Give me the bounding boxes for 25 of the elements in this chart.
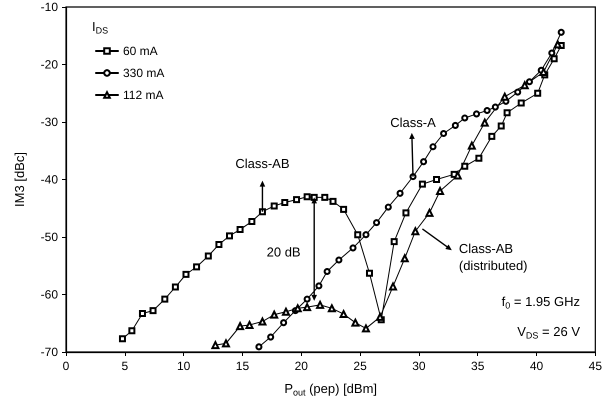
y-tick-label: -40 [40, 172, 58, 186]
y-tick-label: -10 [40, 0, 58, 14]
y-tick-label: -60 [40, 288, 58, 302]
annotation: Class-A [390, 115, 436, 130]
x-tick-label: 15 [236, 359, 250, 373]
y-axis-title: IM3 [dBc] [12, 152, 27, 207]
x-tick-label: 10 [176, 359, 191, 373]
x-tick-label: 45 [588, 359, 602, 373]
y-tick-label: -50 [40, 230, 58, 244]
x-tick-label: 40 [530, 359, 544, 373]
y-tick-label: -30 [40, 115, 58, 129]
legend-label: 112 mA [123, 88, 164, 102]
x-tick-label: 0 [62, 359, 70, 373]
x-tick-label: 35 [471, 359, 485, 373]
annotation: Class-AB [235, 156, 290, 171]
x-tick-label: 25 [353, 359, 368, 373]
x-tick-label: 20 [294, 359, 308, 373]
x-tick-label: 5 [121, 359, 128, 373]
legend-label: 330 mA [123, 66, 164, 80]
x-tick-label: 30 [412, 359, 426, 373]
y-tick-label: -20 [40, 58, 58, 72]
annotation: Class-AB (distributed) [458, 241, 528, 274]
y-tick-label: -70 [40, 345, 58, 359]
annotation: 20 dB [266, 244, 301, 260]
legend-label: 60 mA [123, 44, 158, 58]
